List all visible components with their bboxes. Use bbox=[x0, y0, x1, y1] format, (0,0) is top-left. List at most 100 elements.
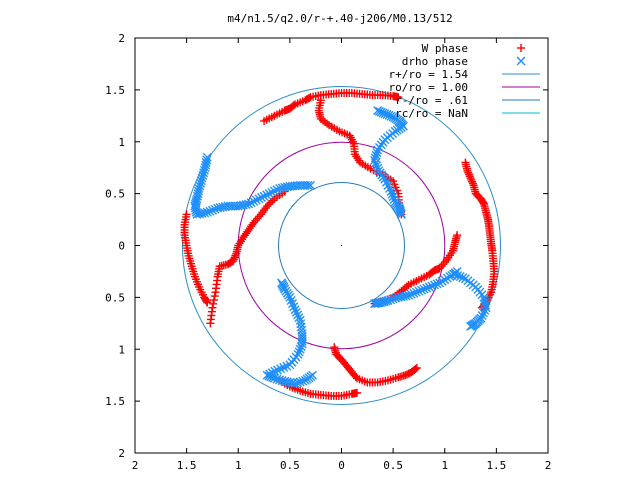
data-point bbox=[466, 321, 476, 331]
data-point bbox=[207, 205, 217, 215]
y-tick-label: 1.5 bbox=[105, 395, 125, 408]
data-point bbox=[202, 297, 211, 306]
data-point bbox=[294, 347, 304, 357]
data-point bbox=[282, 377, 292, 387]
data-point bbox=[298, 376, 308, 386]
legend-label: W phase bbox=[422, 42, 468, 55]
data-point bbox=[386, 187, 396, 197]
y-tick-label: 0.5 bbox=[105, 291, 125, 304]
data-point bbox=[453, 271, 463, 281]
data-point bbox=[253, 214, 262, 223]
legend-marker bbox=[516, 56, 526, 66]
data-point bbox=[262, 370, 272, 380]
data-point bbox=[270, 366, 280, 376]
data-point bbox=[480, 305, 490, 315]
data-point bbox=[295, 377, 305, 387]
data-point bbox=[440, 275, 450, 285]
data-point bbox=[463, 166, 472, 175]
x-tick-label: 1 bbox=[235, 459, 242, 472]
data-point bbox=[481, 303, 491, 313]
data-point bbox=[387, 189, 397, 199]
data-point bbox=[205, 206, 215, 216]
y-tick-label: 1 bbox=[118, 136, 125, 149]
data-point bbox=[479, 198, 488, 207]
x-tick-label: 0.5 bbox=[280, 459, 300, 472]
data-point bbox=[277, 278, 287, 288]
data-point bbox=[442, 273, 452, 283]
data-point bbox=[396, 292, 406, 302]
data-point bbox=[246, 198, 256, 208]
plot-content bbox=[180, 85, 502, 406]
data-point bbox=[388, 192, 398, 202]
data-point bbox=[291, 307, 301, 317]
data-point bbox=[199, 165, 209, 175]
data-point bbox=[244, 199, 254, 209]
x-tick-label: 0 bbox=[338, 459, 345, 472]
data-point bbox=[275, 375, 285, 385]
data-point bbox=[210, 292, 219, 301]
x-tick-label: 1.5 bbox=[486, 459, 506, 472]
data-point bbox=[396, 208, 406, 218]
data-point bbox=[305, 93, 314, 102]
legend-label: r+/ro = 1.54 bbox=[389, 68, 469, 81]
data-point bbox=[427, 281, 437, 291]
data-point bbox=[468, 179, 477, 188]
data-point bbox=[406, 289, 416, 299]
legend-label: r-/ro = .61 bbox=[395, 94, 468, 107]
data-point bbox=[371, 158, 381, 168]
data-point bbox=[455, 272, 465, 282]
data-point bbox=[294, 313, 304, 323]
reference-circle bbox=[278, 182, 405, 309]
data-point bbox=[370, 155, 380, 165]
data-point bbox=[393, 292, 403, 302]
data-point bbox=[432, 279, 442, 289]
data-point bbox=[391, 293, 401, 303]
data-point bbox=[478, 308, 488, 318]
chart-title: m4/n1.5/q2.0/r-+.40-j206/M0.13/512 bbox=[227, 12, 452, 25]
data-point bbox=[293, 310, 303, 320]
data-point bbox=[199, 168, 209, 178]
data-point bbox=[411, 287, 421, 297]
data-point bbox=[200, 208, 210, 218]
data-point bbox=[429, 280, 439, 290]
data-point bbox=[259, 191, 269, 201]
data-point bbox=[296, 319, 306, 329]
y-tick-label: 2 bbox=[118, 32, 125, 45]
data-point bbox=[371, 298, 381, 308]
data-point bbox=[241, 200, 251, 210]
origin-dot bbox=[340, 244, 343, 247]
data-point bbox=[435, 278, 445, 288]
data-point bbox=[450, 270, 460, 280]
data-point bbox=[249, 196, 259, 206]
legend-label: rc/ro = NaN bbox=[395, 107, 468, 120]
data-point bbox=[388, 294, 398, 304]
x-tick-label: 2 bbox=[132, 459, 139, 472]
x-tick-label: 1 bbox=[441, 459, 448, 472]
data-point bbox=[395, 206, 405, 216]
y-tick-label: 1 bbox=[118, 343, 125, 356]
axis-ticks: 2 1.5 1 0.5 0 0.5 1 1.5 221.510.500.511.52 bbox=[105, 32, 551, 472]
data-point bbox=[265, 369, 275, 379]
data-point bbox=[230, 253, 239, 262]
data-point bbox=[458, 273, 468, 283]
data-point bbox=[277, 376, 287, 386]
data-point bbox=[465, 172, 474, 181]
data-point bbox=[272, 185, 282, 195]
data-point bbox=[197, 173, 207, 183]
data-point bbox=[414, 286, 424, 296]
legend-marker bbox=[517, 44, 525, 52]
data-point bbox=[264, 189, 274, 199]
data-point bbox=[477, 311, 487, 321]
data-point bbox=[306, 180, 316, 190]
data-point bbox=[231, 251, 240, 260]
data-point bbox=[195, 181, 205, 191]
data-point bbox=[396, 209, 406, 219]
y-tick-label: 2 bbox=[118, 447, 125, 460]
data-point bbox=[203, 298, 212, 307]
data-point bbox=[196, 176, 206, 186]
data-point bbox=[372, 161, 382, 171]
data-point bbox=[394, 93, 403, 102]
reference-circle bbox=[181, 85, 502, 406]
